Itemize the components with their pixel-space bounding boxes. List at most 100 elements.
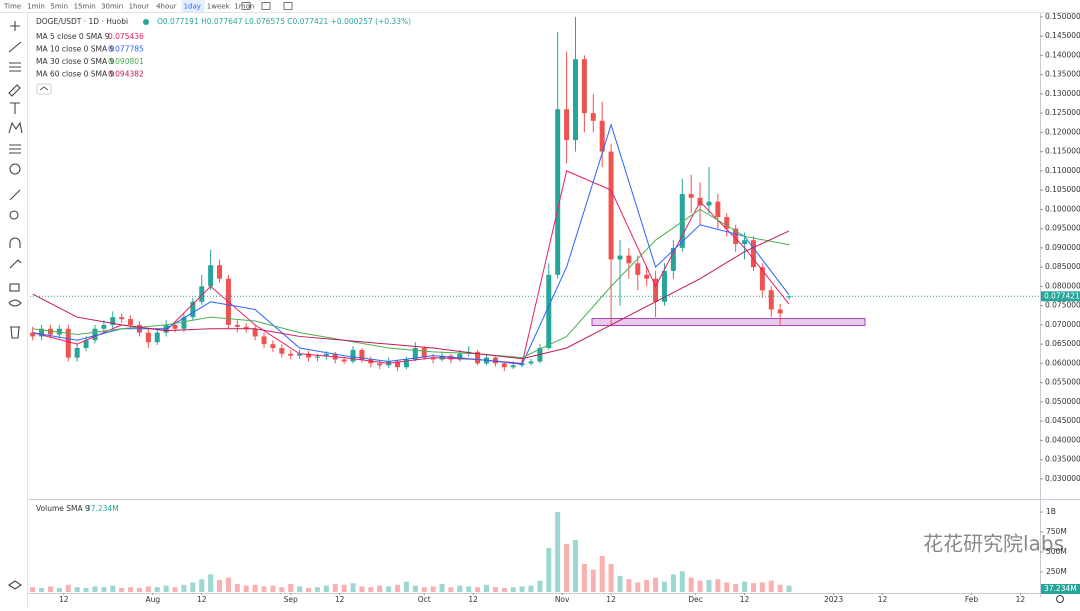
- candle-body: [750, 240, 756, 268]
- candle-body: [234, 324, 240, 327]
- zoom-tool[interactable]: [9, 210, 19, 220]
- interval-button[interactable]: Time: [3, 3, 21, 11]
- candle-body: [412, 347, 418, 360]
- volume-bar: [457, 585, 463, 592]
- brush-tool[interactable]: [8, 84, 21, 97]
- candle-body: [581, 59, 587, 114]
- volume-bar: [626, 579, 632, 592]
- toolbar-icon[interactable]: [283, 2, 293, 10]
- last-price-label: 0.077421: [1044, 291, 1080, 300]
- measure-tool[interactable]: [9, 189, 21, 201]
- volume-bar: [163, 585, 169, 592]
- magnet-tool[interactable]: [9, 237, 21, 248]
- y-tick-label: 0.030000: [1045, 474, 1080, 483]
- lock-tool[interactable]: [9, 283, 20, 292]
- y-tick-label: 0.130000: [1045, 89, 1080, 98]
- volume-bar: [368, 587, 374, 592]
- interval-button[interactable]: 30min: [101, 3, 123, 11]
- x-tick-label: 12: [606, 595, 616, 604]
- volume-bar: [697, 580, 703, 592]
- volume-bar: [759, 582, 765, 592]
- toolbar-icon[interactable]: [261, 2, 271, 10]
- prediction-tool[interactable]: [9, 144, 21, 154]
- candle-body: [359, 349, 365, 360]
- interval-button[interactable]: 1min: [27, 3, 45, 11]
- volume-bar: [421, 587, 427, 592]
- candle-body: [492, 357, 498, 364]
- volume-bar: [145, 586, 151, 592]
- candle-body: [190, 301, 196, 318]
- interval-button[interactable]: 15min: [74, 3, 96, 11]
- candle-body: [395, 361, 401, 368]
- candle-body: [145, 332, 151, 343]
- y-tick-label: 0.040000: [1045, 435, 1080, 444]
- visibility-tool[interactable]: [8, 299, 22, 307]
- volume-bar: [608, 564, 614, 592]
- volume-bar: [448, 587, 454, 592]
- emoji-tool[interactable]: [9, 163, 21, 175]
- volume-bar: [341, 584, 347, 592]
- candle-body: [199, 286, 205, 302]
- interval-button[interactable]: 1hour: [129, 3, 150, 11]
- volume-bar: [670, 574, 676, 592]
- interval-button[interactable]: 1week: [207, 3, 231, 11]
- y-tick-label: 0.135000: [1045, 70, 1080, 79]
- y-tick-label: 0.090000: [1045, 243, 1080, 252]
- trendline-tool[interactable]: [8, 41, 22, 53]
- volume-bar: [733, 584, 739, 592]
- candle-body: [56, 328, 62, 335]
- x-tick-label: Oct: [418, 595, 431, 604]
- top-toolbar: Time 1min 5min 15min 30min 1hour 4hour 1day 1wee…: [3, 0, 293, 12]
- candle-body: [564, 109, 570, 141]
- volume-bar: [644, 580, 650, 592]
- fib-tool[interactable]: [9, 62, 21, 72]
- y-tick-label: 0.055000: [1045, 378, 1080, 387]
- volume-bar: [101, 587, 107, 592]
- volume-bar: [208, 574, 214, 592]
- candle-body: [270, 344, 276, 348]
- object-tree-tool[interactable]: [8, 580, 22, 590]
- volume-bar: [742, 581, 748, 592]
- volume-bar: [39, 588, 45, 592]
- toolbar-icon[interactable]: [241, 2, 251, 10]
- y-tick-label: 0.075000: [1045, 301, 1080, 310]
- drawing-tools: [8, 21, 1065, 604]
- volume-bar: [47, 586, 53, 592]
- ma-legend-name: MA 60 close 0 SMA 9: [36, 70, 115, 79]
- candle-body: [314, 356, 320, 358]
- moving-average: [32, 208, 790, 359]
- volume-bar: [564, 544, 570, 592]
- volume-bar: [572, 540, 578, 592]
- candle-body: [128, 319, 134, 325]
- stay-drawing-tool[interactable]: [9, 259, 22, 269]
- interval-button[interactable]: 4hour: [156, 3, 177, 11]
- ma-legend-name: MA 10 close 0 SMA 9: [36, 45, 115, 54]
- candle-body: [243, 326, 249, 329]
- crosshair-tool[interactable]: [10, 21, 20, 31]
- pattern-tool[interactable]: [8, 121, 23, 134]
- interval-button[interactable]: 1mon: [234, 3, 254, 11]
- volume-bar: [136, 588, 142, 592]
- candle-body: [617, 255, 623, 260]
- candle-body: [101, 324, 107, 329]
- volume-bar: [154, 587, 160, 592]
- volume-bar: [74, 587, 80, 592]
- delete-tool[interactable]: [10, 326, 20, 339]
- candle-body: [679, 193, 685, 248]
- candle-body: [528, 361, 534, 364]
- candle-body: [768, 290, 774, 310]
- volume-sma-label: 37.234M: [1044, 584, 1077, 593]
- candle-body: [670, 247, 676, 271]
- interval-button[interactable]: 5min: [50, 3, 68, 11]
- candle-body: [306, 353, 312, 358]
- settings-button[interactable]: [1055, 594, 1065, 604]
- x-tick-label: 12: [878, 595, 888, 604]
- interval-button[interactable]: 1day: [184, 3, 201, 11]
- collapse-legend[interactable]: [36, 83, 52, 95]
- volume-y-tick-label: 500M: [1046, 547, 1067, 556]
- volume-bar: [350, 583, 356, 592]
- volume-bar: [199, 579, 205, 592]
- volume-bar: [234, 584, 240, 592]
- text-tool[interactable]: [10, 102, 20, 114]
